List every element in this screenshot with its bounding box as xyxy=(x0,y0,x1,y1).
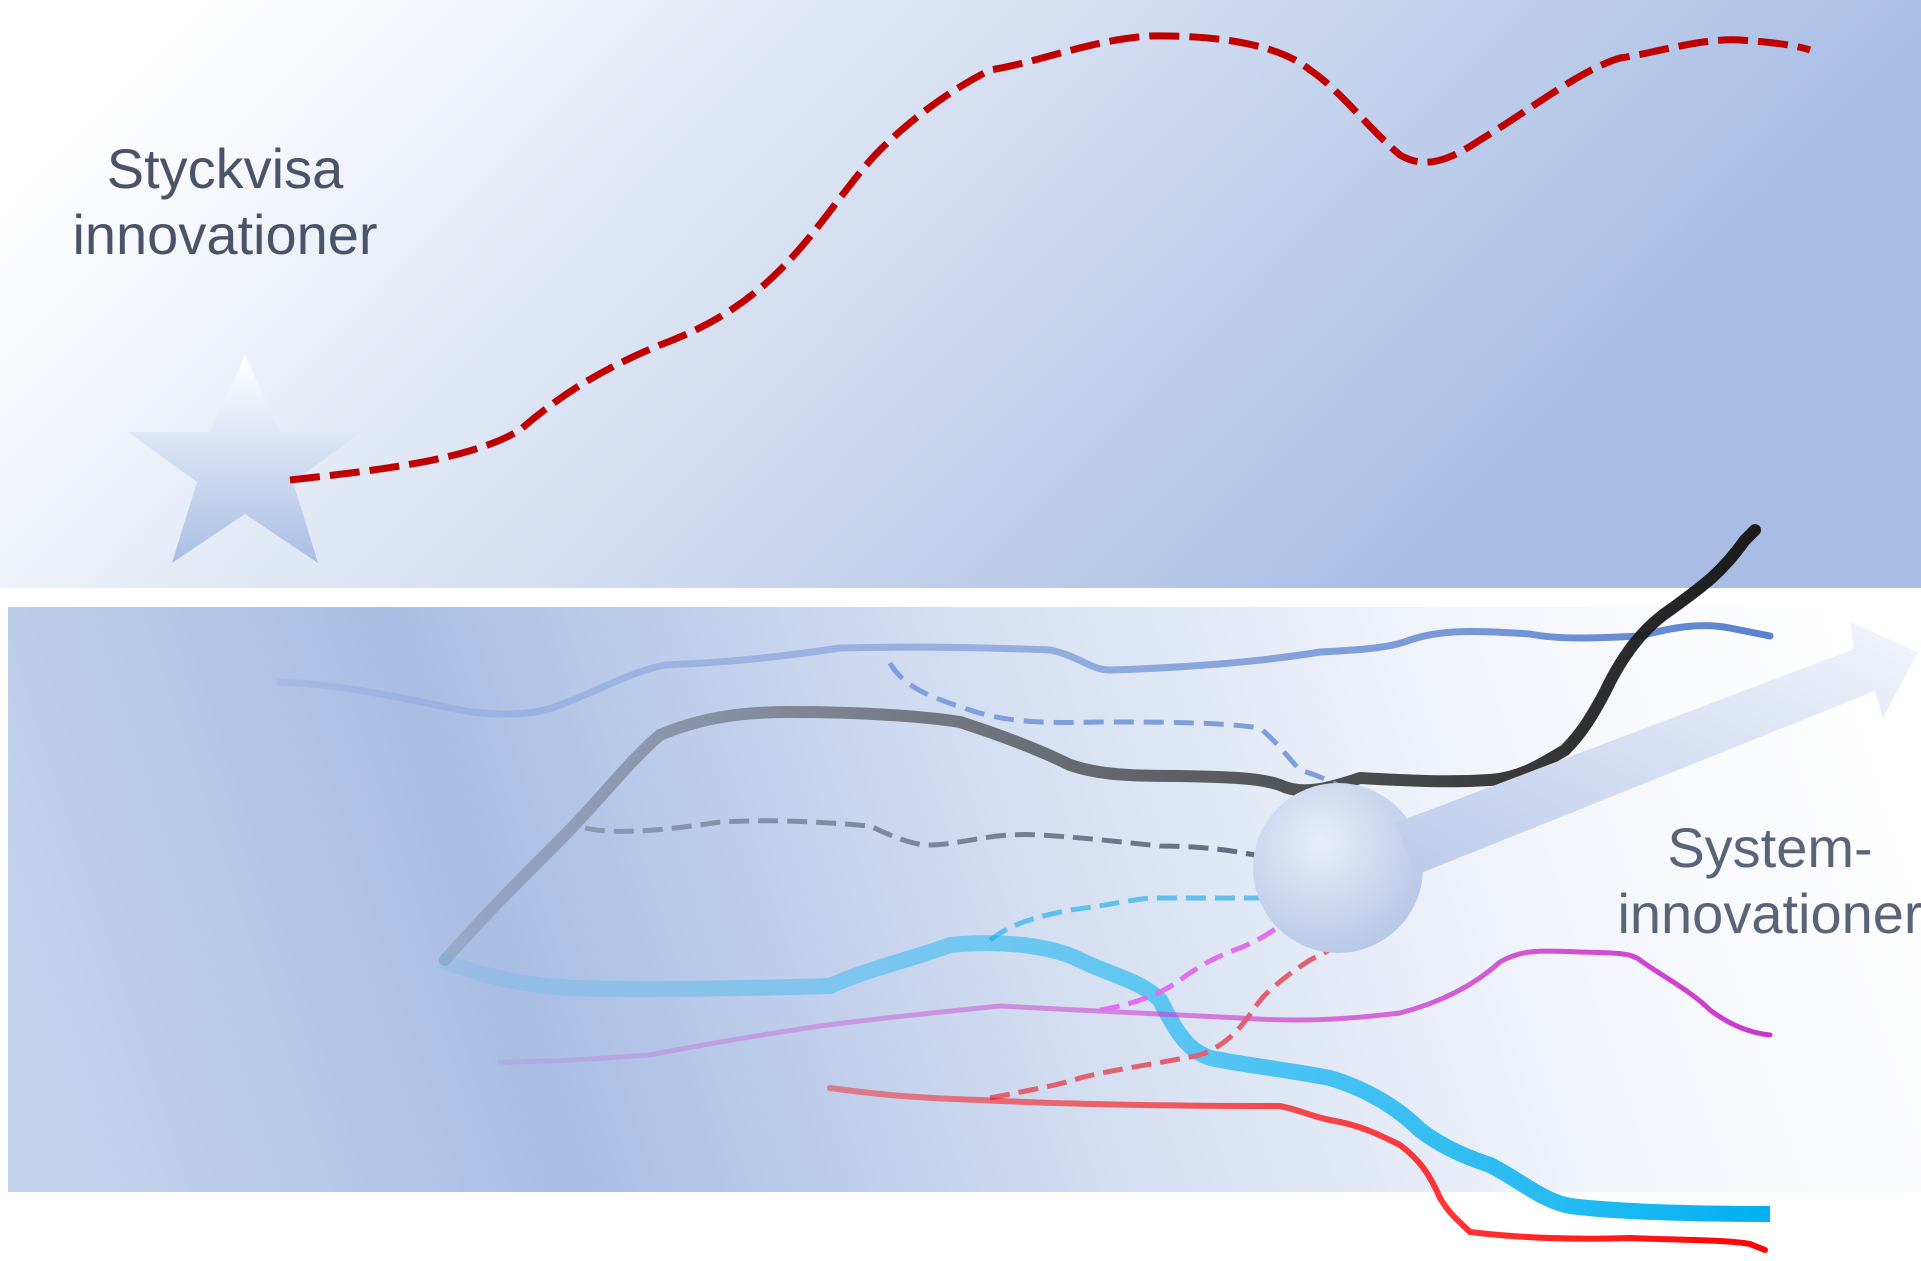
label-piecewise-innovations: Styckvisa innovationer xyxy=(40,136,410,268)
cyan-system-line xyxy=(437,935,1771,1222)
label-system-innovations: System-innovationer xyxy=(1600,815,1921,947)
top-band xyxy=(0,0,1921,588)
piecewise-innovation-line xyxy=(289,32,1812,484)
grey-dashed-line xyxy=(584,818,1261,859)
arrow-icon xyxy=(1395,622,1918,875)
label-top-line-2: innovationer xyxy=(72,203,378,266)
magenta-system-line xyxy=(497,948,1773,1065)
label-bottom-line-2: innovationer xyxy=(1617,882,1921,945)
blue-system-line xyxy=(276,622,1774,718)
hub-circle xyxy=(1253,783,1423,953)
label-top-line-1: Styckvisa xyxy=(106,137,344,200)
label-bottom-line-1: System- xyxy=(1667,816,1873,879)
black-system-line xyxy=(439,524,1761,966)
cyan-dashed-line xyxy=(988,895,1265,943)
red-system-line xyxy=(827,1085,1768,1253)
pink-dashed-line xyxy=(989,941,1342,1101)
blue-dashed-line xyxy=(887,661,1347,793)
star-icon xyxy=(128,355,362,563)
violet-dashed-line xyxy=(1099,916,1292,1013)
